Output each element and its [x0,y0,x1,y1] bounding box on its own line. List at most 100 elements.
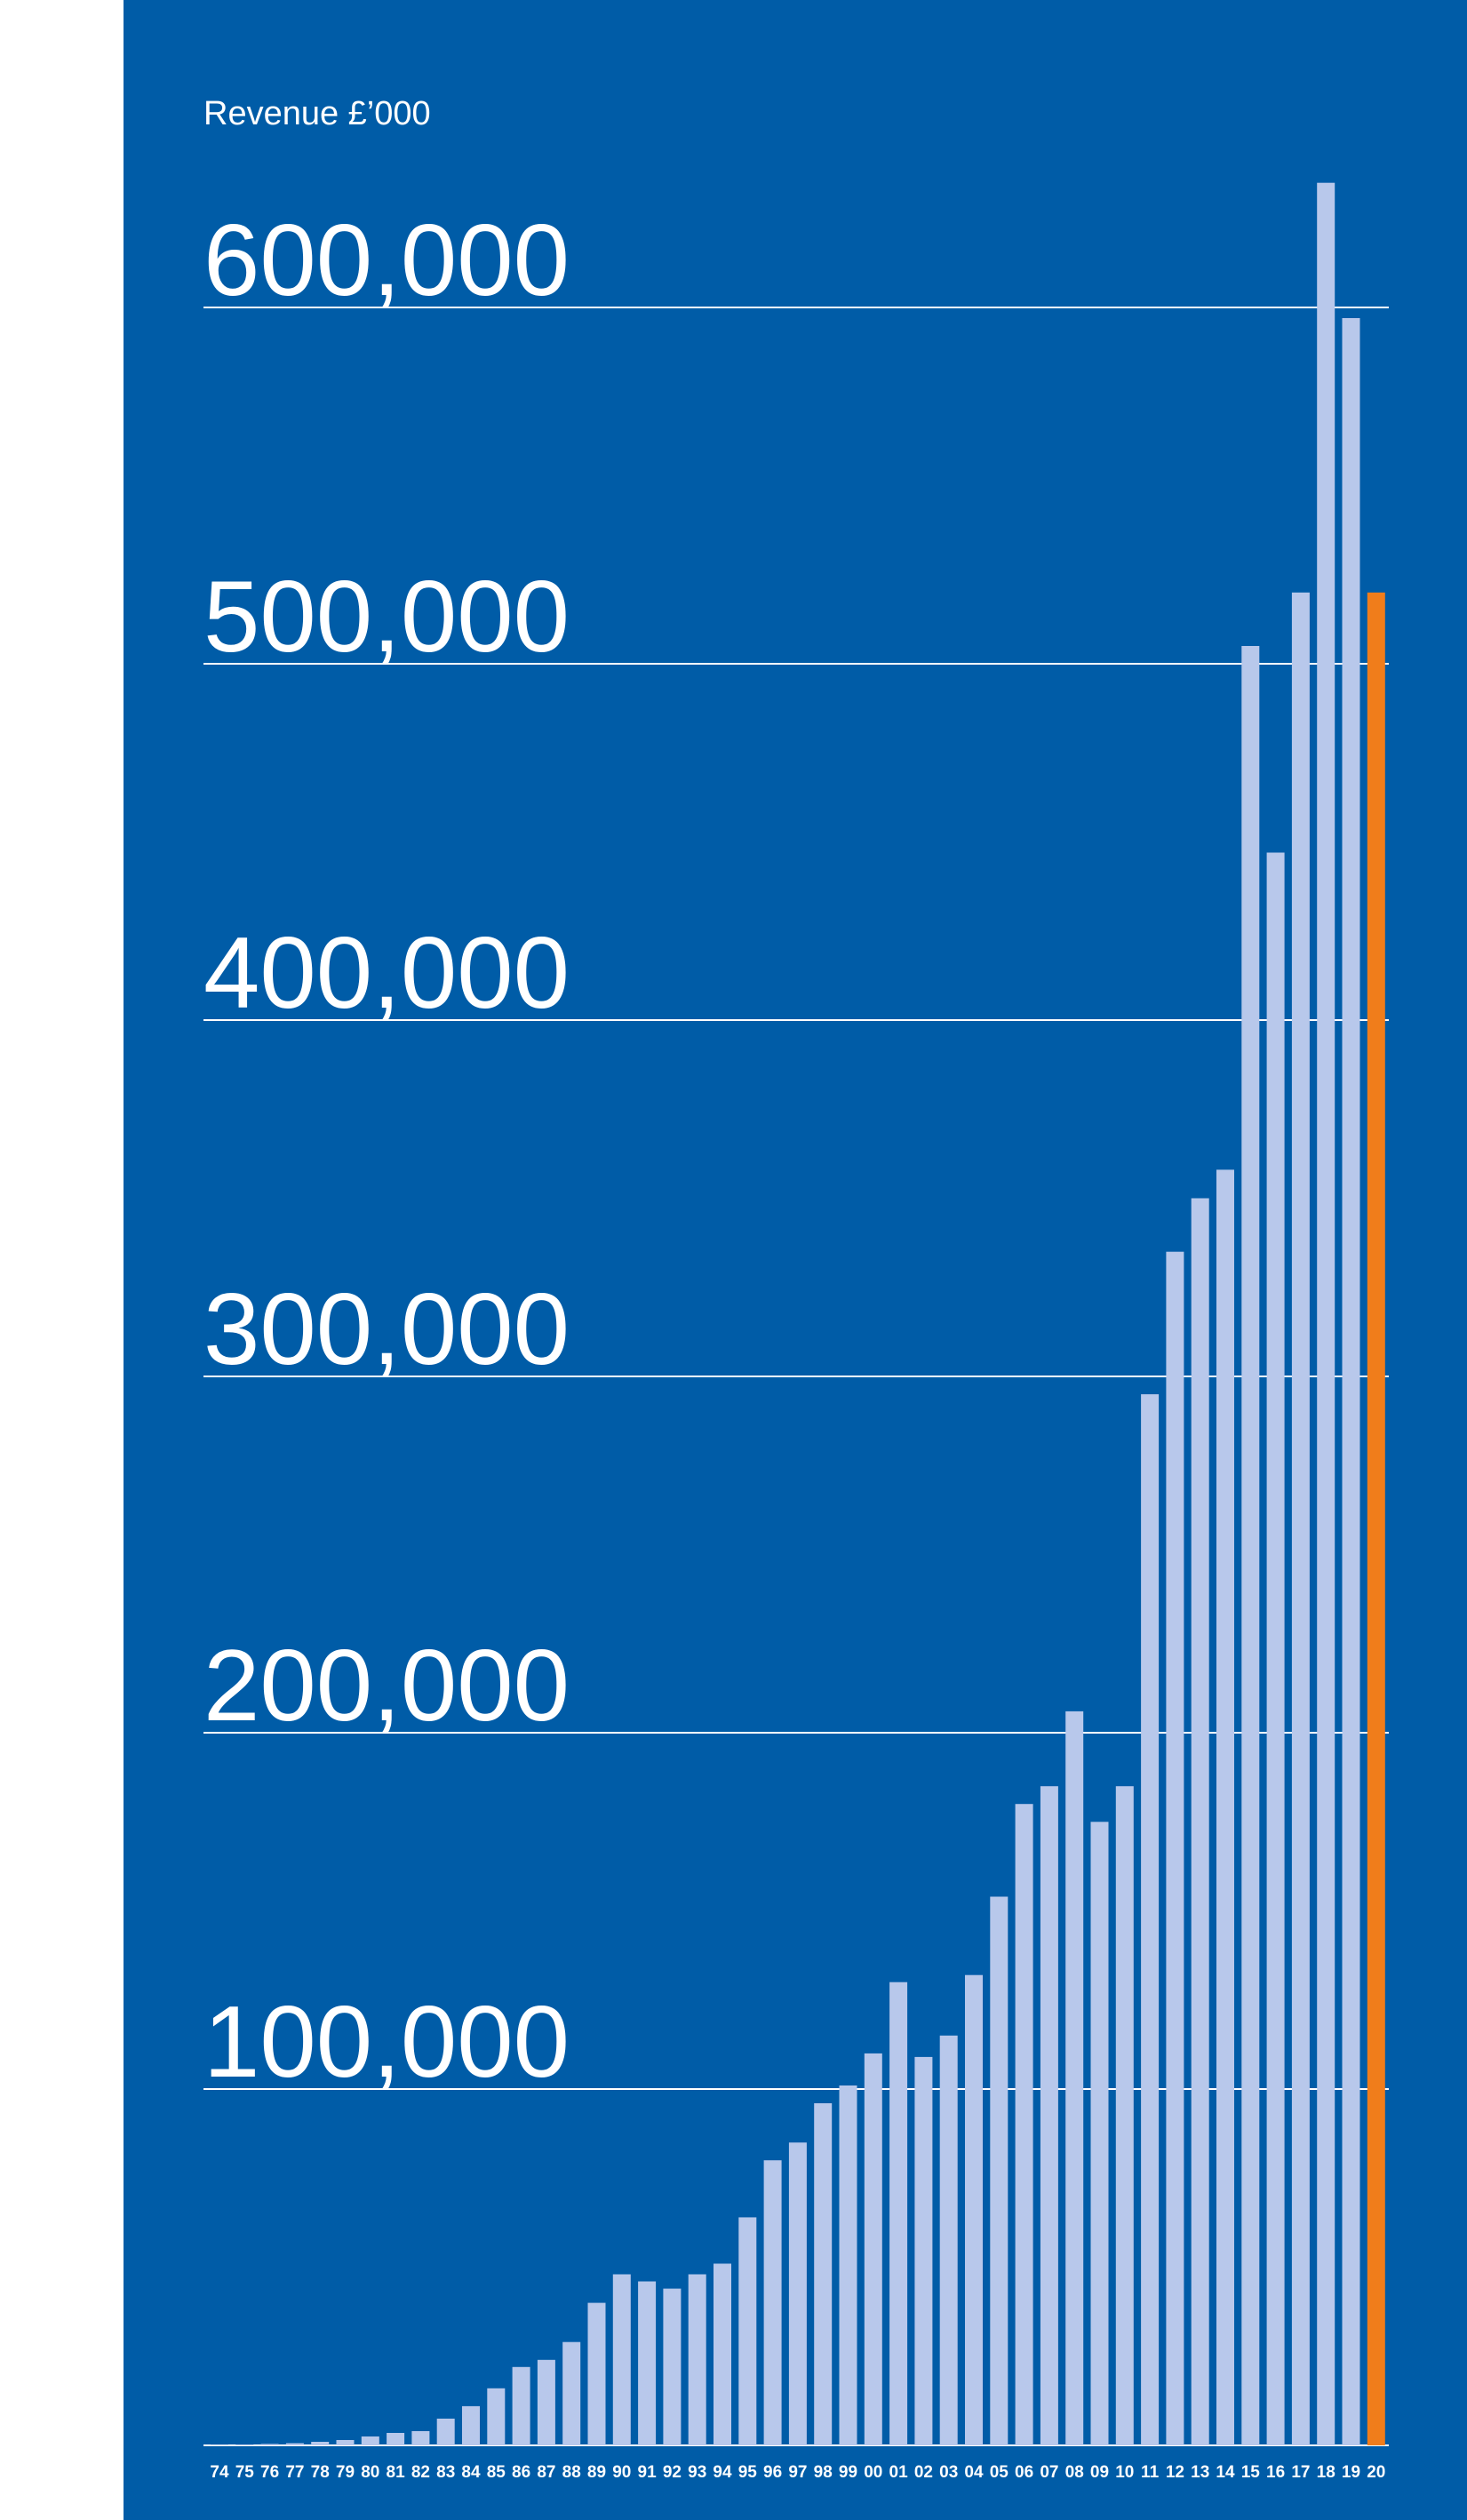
bar-03 [939,2035,958,2445]
x-tick-label-07: 07 [1040,2463,1058,2482]
bar-91 [638,2281,657,2445]
bar-16 [1266,852,1285,2445]
x-tick-label-82: 82 [411,2463,430,2482]
bar-04 [965,1974,983,2445]
bar-11 [1141,1394,1160,2445]
bar-01 [889,1982,908,2445]
bar-94 [714,2263,731,2445]
x-tick-label-13: 13 [1191,2463,1209,2482]
bar-02 [914,2056,933,2445]
x-tick-label-89: 89 [587,2463,606,2482]
x-tick-label-00: 00 [864,2463,882,2482]
bar-79 [336,2440,355,2445]
bar-00 [864,2053,882,2445]
bar-93 [688,2274,706,2445]
x-tick-label-76: 76 [260,2463,279,2482]
bar-15 [1241,646,1260,2445]
x-tick-label-83: 83 [436,2463,455,2482]
y-axis-label: Revenue £’000 [203,95,431,132]
x-tick-label-19: 19 [1342,2463,1360,2482]
x-tick-label-85: 85 [487,2463,506,2482]
revenue-bar-chart: Revenue £’000 100,000 200,000 300,000 400,0… [203,95,1389,2482]
bar-74 [211,2444,228,2445]
bar-76 [260,2444,279,2445]
x-tick-label-15: 15 [1241,2463,1261,2482]
x-tick-label-94: 94 [713,2463,732,2482]
bar-95 [738,2217,757,2445]
bar-14 [1216,1169,1234,2445]
bar-05 [990,1896,1009,2445]
bar-20 [1367,592,1385,2445]
bar-97 [788,2142,807,2445]
x-tick-label-84: 84 [461,2463,481,2482]
x-tick-label-06: 06 [1015,2463,1033,2482]
bar-86 [512,2366,530,2445]
bar-82 [411,2431,430,2445]
x-tick-label-98: 98 [814,2463,833,2482]
x-tick-label-75: 75 [235,2463,255,2482]
bar-75 [235,2444,254,2445]
x-tick-label-03: 03 [939,2463,958,2482]
x-tick-label-08: 08 [1065,2463,1084,2482]
bar-88 [562,2341,581,2445]
bar-81 [387,2433,405,2445]
revenue-chart-panel: Revenue £’000 100,000 200,000 300,000 400,0… [124,0,1467,2520]
bar-18 [1317,182,1335,2446]
bar-80 [361,2436,379,2445]
x-tick-label-11: 11 [1141,2463,1160,2482]
bar-89 [587,2302,606,2445]
x-tick-label-93: 93 [688,2463,706,2482]
y-tick-label: 600,000 [203,204,570,317]
y-tick-label: 200,000 [203,1630,570,1742]
bar-19 [1342,318,1360,2445]
bar-77 [285,2443,304,2445]
bar-92 [663,2288,682,2445]
bar-83 [436,2418,455,2445]
bar-13 [1191,1198,1209,2445]
x-tick-label-20: 20 [1367,2463,1385,2482]
bar-07 [1040,1786,1058,2445]
x-tick-label-97: 97 [788,2463,807,2482]
x-tick-label-87: 87 [537,2463,555,2482]
x-tick-label-90: 90 [612,2463,631,2482]
y-tick-label: 100,000 [203,1986,570,2099]
x-tick-label-91: 91 [638,2463,658,2482]
x-tick-label-02: 02 [914,2463,933,2482]
y-tick-label: 500,000 [203,561,570,674]
x-tick-label-01: 01 [889,2463,909,2482]
x-tick-label-86: 86 [512,2463,530,2482]
x-tick-label-79: 79 [336,2463,355,2482]
x-tick-label-04: 04 [964,2463,984,2482]
x-tick-label-80: 80 [361,2463,379,2482]
bar-96 [763,2160,782,2445]
x-tick-label-81: 81 [387,2463,406,2482]
x-tick-label-14: 14 [1216,2463,1235,2482]
bar-17 [1291,592,1310,2445]
y-tick-label: 400,000 [203,917,570,1030]
bar-99 [839,2085,857,2445]
y-tick-labels: 100,000 200,000 300,000 400,000 500,000 600,0… [203,204,570,2099]
x-tick-label-16: 16 [1266,2463,1285,2482]
bar-98 [814,2103,833,2445]
x-tick-label-09: 09 [1090,2463,1109,2482]
bars [211,182,1385,2446]
x-tick-label-12: 12 [1166,2463,1184,2482]
x-tick-label-78: 78 [311,2463,330,2482]
bar-78 [311,2442,330,2445]
x-tick-label-88: 88 [562,2463,581,2482]
x-tick-label-17: 17 [1291,2463,1310,2482]
y-tick-label: 300,000 [203,1273,570,1386]
bar-08 [1065,1711,1084,2445]
x-tick-label-95: 95 [738,2463,758,2482]
bar-85 [487,2388,506,2445]
x-tick-label-05: 05 [990,2463,1009,2482]
bar-84 [462,2405,480,2445]
bar-87 [537,2359,555,2445]
bar-09 [1090,1822,1109,2446]
bar-12 [1166,1251,1184,2445]
x-tick-label-74: 74 [210,2463,229,2482]
bar-06 [1015,1804,1033,2445]
x-tick-label-10: 10 [1115,2463,1134,2482]
bar-10 [1115,1786,1134,2445]
x-tick-labels: 74 75 76 77 78 79 80 81 82 83 84 85 86 87 88 89 90 91 92 93… [210,2463,1385,2482]
